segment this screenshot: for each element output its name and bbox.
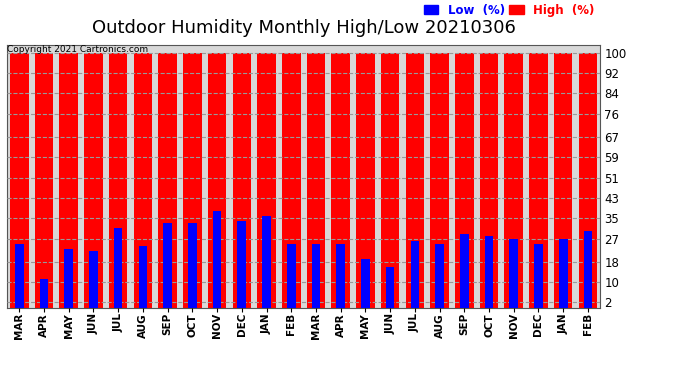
Bar (183, 53, 201, 308)
Bar (534, 244, 543, 308)
Bar (455, 53, 473, 308)
Bar (484, 236, 493, 308)
Bar (331, 53, 350, 308)
Bar (306, 53, 325, 308)
Bar (39, 279, 48, 308)
Bar (336, 244, 345, 308)
Bar (10, 53, 28, 308)
Bar (559, 239, 568, 308)
Bar (257, 53, 276, 308)
Bar (386, 267, 395, 308)
Bar (312, 244, 320, 308)
Legend: Low  (%), High  (%): Low (%), High (%) (424, 4, 594, 16)
Bar (480, 53, 498, 308)
Bar (529, 53, 548, 308)
Bar (287, 244, 295, 308)
Bar (584, 231, 592, 308)
Bar (208, 53, 226, 308)
Bar (64, 249, 73, 308)
Bar (164, 224, 172, 308)
Bar (356, 53, 375, 308)
Bar (509, 239, 518, 308)
Bar (59, 53, 78, 308)
Bar (213, 211, 221, 308)
Bar (188, 224, 197, 308)
Bar (89, 251, 98, 308)
Bar (262, 216, 271, 308)
Bar (84, 53, 103, 308)
Bar (381, 53, 400, 308)
Bar (233, 53, 251, 308)
Bar (579, 53, 598, 308)
Bar (237, 221, 246, 308)
Bar (109, 53, 128, 308)
Bar (15, 244, 23, 308)
Bar (158, 53, 177, 308)
Text: Outdoor Humidity Monthly High/Low 20210306: Outdoor Humidity Monthly High/Low 202103… (92, 19, 515, 37)
Text: Copyright 2021 Cartronics.com: Copyright 2021 Cartronics.com (7, 45, 148, 54)
Bar (139, 246, 147, 308)
Bar (134, 53, 152, 308)
Bar (431, 53, 449, 308)
Bar (282, 53, 301, 308)
Bar (34, 53, 53, 308)
Bar (460, 234, 469, 308)
Bar (554, 53, 573, 308)
Bar (406, 53, 424, 308)
Bar (114, 228, 123, 308)
Bar (435, 244, 444, 308)
Bar (504, 53, 523, 308)
Bar (411, 241, 420, 308)
Bar (361, 259, 370, 308)
